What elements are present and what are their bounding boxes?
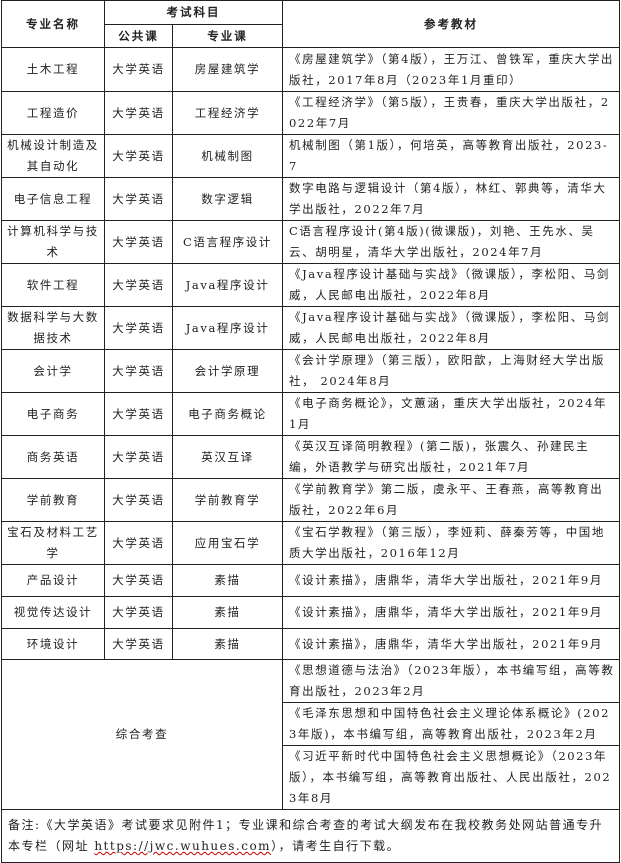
table-row: 机械设计制造及其自动化 大学英语 机械制图 机械制图（第1版），何培英，高等教育出版社… bbox=[1, 134, 620, 178]
public-course-cell: 大学英语 bbox=[104, 521, 173, 565]
table-row: 会计学 大学英语 会计学原理 《会计学原理》（第三版），欧阳歆，上海财经大学出版社， … bbox=[1, 349, 620, 393]
textbook-cell: 《设计素描》，唐鼎华，清华大学出版社，2021年9月 bbox=[282, 596, 620, 629]
website-link[interactable]: https://jwc.wuhues.com bbox=[94, 839, 272, 853]
major-course-cell: 应用宝石学 bbox=[172, 521, 283, 565]
header-textbook: 参考教材 bbox=[282, 0, 620, 48]
textbook-cell: 《房屋建筑学》（第4版），王万江、曾铁军，重庆大学出版社，2017年8月（202… bbox=[282, 47, 620, 92]
major-course-cell: 素描 bbox=[172, 596, 283, 629]
comprehensive-label: 综合考查 bbox=[1, 659, 283, 810]
textbook-cell: 《毛泽东思想和中国特色社会主义理论体系概论》(2023年版)，本书编写组，高等教… bbox=[282, 702, 620, 746]
note-row: 备注:《大学英语》考试要求见附件1；专业课和综合考查的考试大纲发布在我校教务处网… bbox=[1, 809, 620, 863]
note-text-end: ），请考生自行下载。 bbox=[271, 839, 401, 853]
table-row: 《毛泽东思想和中国特色社会主义理论体系概论》(2023年版)，本书编写组，高等教… bbox=[2, 702, 620, 746]
public-course-cell: 大学英语 bbox=[104, 564, 173, 597]
public-course-cell: 大学英语 bbox=[104, 596, 173, 629]
textbook-cell: 《Java程序设计基础与实战》（微课版），李松阳、马剑威，人民邮电出版社，202… bbox=[282, 263, 620, 307]
footnote: 备注:《大学英语》考试要求见附件1；专业课和综合考查的考试大纲发布在我校教务处网… bbox=[1, 809, 620, 863]
table-row: 数据科学与大数据技术 大学英语 Java程序设计 《Java程序设计基础与实战》（微课… bbox=[1, 306, 620, 350]
table-row: 《习近平新时代中国特色社会主义思想概论》（2023年版），本书编写组，高等教育出… bbox=[2, 745, 620, 810]
major-cell: 电子商务 bbox=[1, 392, 105, 436]
textbook-cell: 《电子商务概论》，文蕙涵，重庆大学出版社，2024年1月 bbox=[282, 392, 620, 436]
public-course-cell: 大学英语 bbox=[104, 306, 173, 350]
textbook-cell: 数字电路与逻辑设计（第4版），林红、郭典等，清华大学出版社，2022年7月 bbox=[282, 177, 620, 221]
major-cell: 机械设计制造及其自动化 bbox=[1, 134, 105, 178]
major-cell: 产品设计 bbox=[1, 564, 105, 597]
table-row: 环境设计 大学英语 素描 《设计素描》，唐鼎华，清华大学出版社，2021年9月 bbox=[1, 628, 620, 660]
table-row: 综合考查 《思想道德与法治》（2023年版），本书编写组，高等教育出版社，2023… bbox=[1, 659, 620, 810]
textbook-cell: 《宝石学教程》（第三版），李娅莉、薛秦芳等，中国地质大学出版社，2016年12月 bbox=[282, 521, 620, 565]
major-course-cell: 素描 bbox=[172, 628, 283, 660]
table-row: 学前教育 大学英语 学前教育学 《学前教育学》第二版，虞永平、王春燕，高等教育出版社，… bbox=[1, 478, 620, 522]
major-course-cell: 英汉互译 bbox=[172, 435, 283, 479]
header-public-course: 公共课 bbox=[104, 24, 173, 48]
major-cell: 商务英语 bbox=[1, 435, 105, 479]
major-cell: 电子信息工程 bbox=[1, 177, 105, 221]
public-course-cell: 大学英语 bbox=[104, 91, 173, 135]
table-row: 视觉传达设计 大学英语 素描 《设计素描》，唐鼎华，清华大学出版社，2021年9月 bbox=[1, 596, 620, 629]
public-course-cell: 大学英语 bbox=[104, 177, 173, 221]
textbook-cell: 《工程经济学》（第5版），王贵春，重庆大学出版社，2022年7月 bbox=[282, 91, 620, 135]
major-cell: 环境设计 bbox=[1, 628, 105, 660]
major-cell: 视觉传达设计 bbox=[1, 596, 105, 629]
textbook-cell: 《思想道德与法治》（2023年版），本书编写组，高等教育出版社，2023年2月 bbox=[282, 659, 620, 703]
major-cell: 会计学 bbox=[1, 349, 105, 393]
textbook-cell: 《习近平新时代中国特色社会主义思想概论》（2023年版），本书编写组，高等教育出… bbox=[282, 745, 620, 810]
major-cell: 数据科学与大数据技术 bbox=[1, 306, 105, 350]
public-course-cell: 大学英语 bbox=[104, 349, 173, 393]
major-course-cell: 会计学原理 bbox=[172, 349, 283, 393]
major-course-cell: C语言程序设计 bbox=[172, 220, 283, 264]
table-row: 电子信息工程 大学英语 数字逻辑 数字电路与逻辑设计（第4版），林红、郭典等，清华大学… bbox=[1, 177, 620, 221]
public-course-cell: 大学英语 bbox=[104, 628, 173, 660]
public-course-cell: 大学英语 bbox=[104, 220, 173, 264]
textbook-cell: 《学前教育学》第二版，虞永平、王春燕，高等教育出版社，2022年6月 bbox=[282, 478, 620, 522]
textbook-cell: 《设计素描》，唐鼎华，清华大学出版社，2021年9月 bbox=[282, 564, 620, 597]
public-course-cell: 大学英语 bbox=[104, 435, 173, 479]
table-row: 软件工程 大学英语 Java程序设计 《Java程序设计基础与实战》（微课版），李松阳… bbox=[1, 263, 620, 307]
table-row: 土木工程 大学英语 房屋建筑学 《房屋建筑学》（第4版），王万江、曾铁军，重庆大学出版… bbox=[1, 47, 620, 92]
major-cell: 宝石及材料工艺学 bbox=[1, 521, 105, 565]
major-cell: 软件工程 bbox=[1, 263, 105, 307]
header-major: 专业名称 bbox=[1, 0, 105, 48]
note-text: 备注:《大学英语》考试要求见附件1；专业课和综合考查的考试大纲发布在我校教务处网… bbox=[8, 818, 604, 853]
public-course-cell: 大学英语 bbox=[104, 263, 173, 307]
table-row: 宝石及材料工艺学 大学英语 应用宝石学 《宝石学教程》（第三版），李娅莉、薛秦芳等，中… bbox=[1, 521, 620, 565]
major-cell: 学前教育 bbox=[1, 478, 105, 522]
major-cell: 土木工程 bbox=[1, 47, 105, 92]
public-course-cell: 大学英语 bbox=[104, 478, 173, 522]
major-course-cell: Java程序设计 bbox=[172, 306, 283, 350]
public-course-cell: 大学英语 bbox=[104, 134, 173, 178]
major-course-cell: 学前教育学 bbox=[172, 478, 283, 522]
major-cell: 工程造价 bbox=[1, 91, 105, 135]
major-cell: 计算机科学与技术 bbox=[1, 220, 105, 264]
table-row: 工程造价 大学英语 工程经济学 《工程经济学》（第5版），王贵春，重庆大学出版社，20… bbox=[1, 91, 620, 135]
textbook-cell: 机械制图（第1版），何培英，高等教育出版社，2023-7 bbox=[282, 134, 620, 178]
header-subjects: 考试科目 bbox=[104, 0, 283, 25]
header-major-course: 专业课 bbox=[172, 24, 283, 48]
textbook-cell: 《英汉互译简明教程》(第二版)，张震久、孙建民主编，外语教学与研究出版社，202… bbox=[282, 435, 620, 479]
public-course-cell: 大学英语 bbox=[104, 392, 173, 436]
table-row: 电子商务 大学英语 电子商务概论 《电子商务概论》，文蕙涵，重庆大学出版社，2024年… bbox=[1, 392, 620, 436]
public-course-cell: 大学英语 bbox=[104, 47, 173, 92]
textbook-cell: 《会计学原理》（第三版），欧阳歆，上海财经大学出版社， 2024年8月 bbox=[282, 349, 620, 393]
table-row: 商务英语 大学英语 英汉互译 《英汉互译简明教程》(第二版)，张震久、孙建民主编，外语… bbox=[1, 435, 620, 479]
major-course-cell: 工程经济学 bbox=[172, 91, 283, 135]
table-row: 产品设计 大学英语 素描 《设计素描》，唐鼎华，清华大学出版社，2021年9月 bbox=[1, 564, 620, 597]
textbook-cell: 《设计素描》，唐鼎华，清华大学出版社，2021年9月 bbox=[282, 628, 620, 660]
major-course-cell: 数字逻辑 bbox=[172, 177, 283, 221]
major-course-cell: Java程序设计 bbox=[172, 263, 283, 307]
textbook-cell: C语言程序设计(第4版)(微课版)，刘艳、王先水、吴云、胡明星，清华大学出版社，… bbox=[282, 220, 620, 264]
table-row: 计算机科学与技术 大学英语 C语言程序设计 C语言程序设计(第4版)(微课版)，刘艳、… bbox=[1, 220, 620, 264]
major-course-cell: 电子商务概论 bbox=[172, 392, 283, 436]
major-course-cell: 房屋建筑学 bbox=[172, 47, 283, 92]
major-course-cell: 机械制图 bbox=[172, 134, 283, 178]
major-course-cell: 素描 bbox=[172, 564, 283, 597]
textbook-cell: 《Java程序设计基础与实战》（微课版），李松阳、马剑威，人民邮电出版社，202… bbox=[282, 306, 620, 350]
